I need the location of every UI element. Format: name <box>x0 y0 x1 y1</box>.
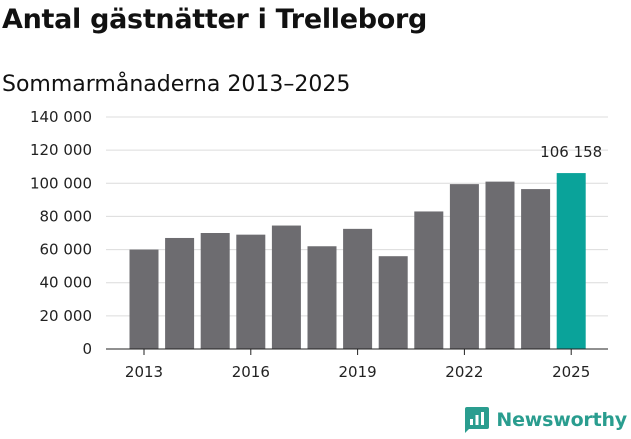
bars <box>129 173 586 349</box>
x-tick-label: 2013 <box>125 363 163 381</box>
bar-2025 <box>556 173 586 349</box>
newsworthy-logo-text: Newsworthy <box>496 409 627 431</box>
y-tick-label: 80 000 <box>40 207 93 225</box>
highlight-value-label: 106 158 <box>540 143 602 161</box>
bar-2023 <box>485 181 515 349</box>
newsworthy-logo-icon <box>465 407 490 433</box>
x-tick-label: 2022 <box>445 363 483 381</box>
bar-2022 <box>449 184 479 349</box>
newsworthy-logo: Newsworthy <box>465 407 627 433</box>
chart-title: Antal gästnätter i Trelleborg <box>2 4 428 35</box>
y-tick-label: 40 000 <box>40 274 93 292</box>
bar-2018 <box>307 246 337 349</box>
chart-subtitle: Sommarmånaderna 2013–2025 <box>2 72 351 97</box>
bar-2014 <box>165 237 195 349</box>
bar-2015 <box>200 233 230 349</box>
x-tick-label: 2025 <box>552 363 590 381</box>
x-axis-tick-labels: 2013 2016 2019 2022 2025 <box>125 349 590 381</box>
bar-2016 <box>236 234 266 349</box>
y-tick-label: 140 000 <box>30 108 92 126</box>
y-tick-label: 100 000 <box>30 174 92 192</box>
y-tick-label: 0 <box>82 340 92 358</box>
bar-2024 <box>521 189 551 349</box>
bar-2020 <box>378 256 408 349</box>
annotations: 106 158 <box>540 143 602 161</box>
y-tick-label: 20 000 <box>40 307 93 325</box>
y-axis-tick-labels: 0 20 000 40 000 60 000 80 000 100 000 120 000 1… <box>30 108 92 358</box>
bar-2021 <box>414 211 444 349</box>
bar-2013 <box>129 249 159 349</box>
x-tick-label: 2016 <box>232 363 270 381</box>
bar-2019 <box>343 228 373 349</box>
bar-2017 <box>271 225 301 349</box>
x-tick-label: 2019 <box>339 363 377 381</box>
y-tick-label: 60 000 <box>40 241 93 259</box>
y-tick-label: 120 000 <box>30 141 92 159</box>
